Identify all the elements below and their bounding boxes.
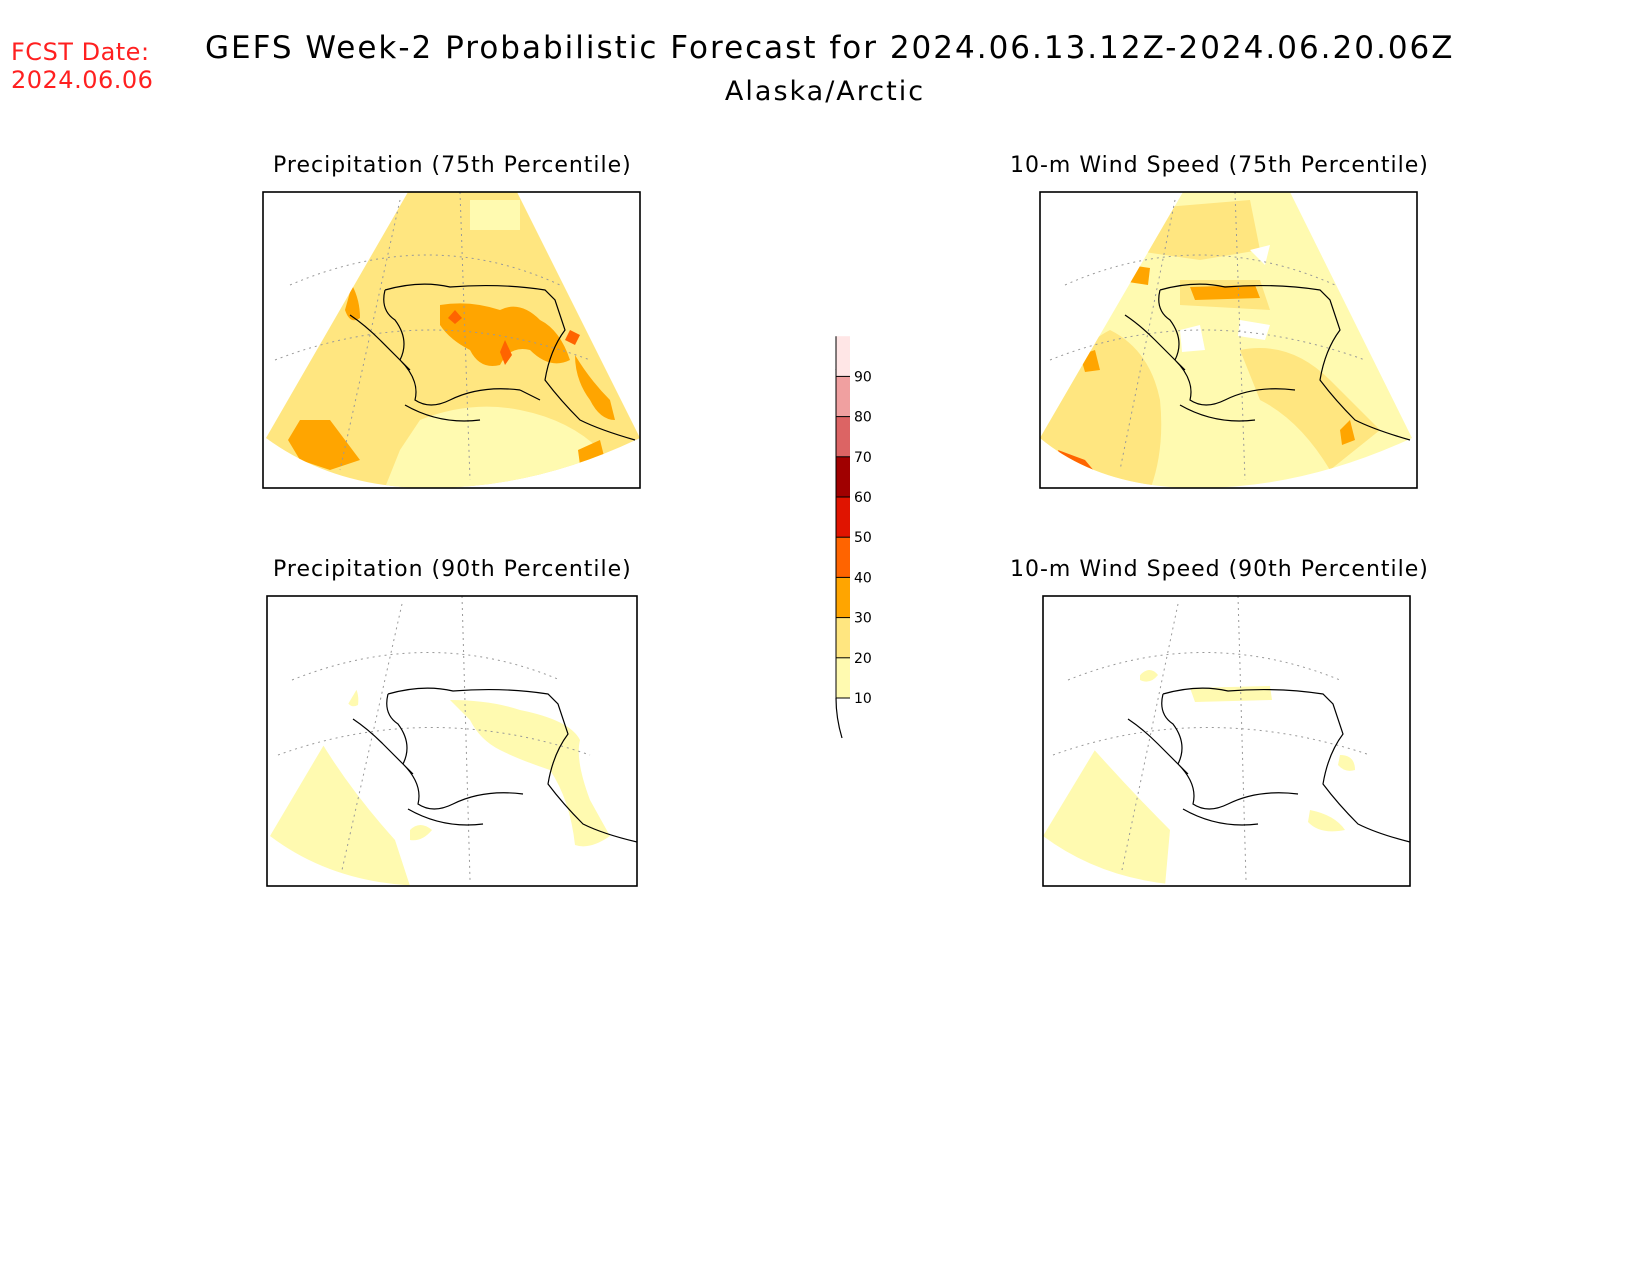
precip-75-coastline [349, 283, 636, 441]
colorbar-swatch-30 [836, 577, 850, 618]
colorbar-label: 40 [854, 570, 872, 586]
wind-75-coastline [1124, 283, 1411, 441]
panel-title-precip-75: Precipitation (75th Percentile) [273, 153, 632, 178]
fcst-date-value: 2024.06.06 [11, 66, 154, 94]
colorbar-label: 20 [854, 651, 872, 667]
precip-90-shading [270, 596, 637, 886]
colorbar-label: 60 [854, 490, 872, 506]
colorbar-label: 50 [854, 530, 872, 546]
colorbar-swatch-20 [836, 617, 850, 658]
colorbar-label: 70 [854, 450, 872, 466]
wind-75-gridlines [1049, 191, 1366, 481]
colorbar-swatch-40 [836, 537, 850, 578]
colorbar-swatch-80 [836, 376, 850, 417]
region-subtitle: Alaska/Arctic [724, 76, 926, 107]
map-panel-precip-75 [262, 191, 641, 489]
precip-75-gridlines [274, 191, 591, 481]
wind-90-gridlines [1052, 595, 1371, 881]
map-panel-wind-75 [1039, 191, 1418, 489]
precip-90-gridlines [277, 595, 591, 881]
wind-90-coastline [1127, 687, 1411, 843]
colorbar-label: 90 [854, 369, 872, 385]
precip-90-coastline [352, 687, 638, 843]
map-panel-wind-90 [1042, 595, 1411, 887]
page-title: GEFS Week-2 Probabilistic Forecast for 2… [205, 30, 1455, 66]
panel-title-wind-75: 10-m Wind Speed (75th Percentile) [1010, 153, 1429, 178]
wind-90-shading [1043, 596, 1410, 886]
fcst-date-caption: FCST Date: [11, 38, 150, 66]
colorbar-swatch-60 [836, 456, 850, 497]
colorbar-swatch-10 [836, 657, 850, 698]
colorbar-bottom-cap [835, 697, 843, 739]
colorbar: 10 20 30 40 50 60 70 80 90 [835, 336, 872, 739]
precip-75-shading [266, 192, 640, 488]
forecast-date-label: FCST Date: 2024.06.06 [11, 38, 153, 94]
panel-title-wind-90: 10-m Wind Speed (90th Percentile) [1010, 557, 1429, 582]
wind-90-frame [1042, 595, 1411, 887]
colorbar-swatch-50 [836, 497, 850, 538]
colorbar-label: 80 [854, 410, 872, 426]
colorbar-label: 10 [854, 691, 872, 707]
colorbar-swatch-70 [836, 416, 850, 457]
precip-75-frame [262, 191, 641, 489]
colorbar-swatch-90 [836, 336, 850, 377]
wind-75-shading [1040, 192, 1412, 488]
precip-90-frame [266, 595, 638, 887]
panel-title-precip-90: Precipitation (90th Percentile) [273, 557, 632, 582]
wind-75-frame [1039, 191, 1418, 489]
map-panel-precip-90 [266, 595, 638, 887]
colorbar-label: 30 [854, 611, 872, 627]
